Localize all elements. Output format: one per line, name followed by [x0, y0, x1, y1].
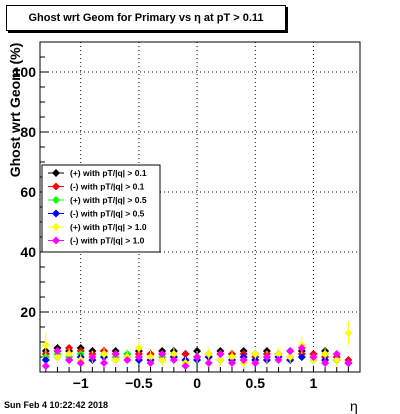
data-point	[228, 359, 236, 367]
data-point	[169, 350, 178, 358]
data-point	[274, 350, 283, 358]
y-tick-label: 60	[20, 184, 36, 200]
data-point	[65, 356, 74, 364]
legend-entry: (+) with pT/|q| > 0.5	[70, 195, 147, 205]
data-point	[239, 356, 248, 364]
data-point	[53, 353, 62, 361]
data-point	[158, 350, 167, 358]
data-point	[134, 353, 143, 361]
y-axis-label: Ghost wrt Geom (%)	[7, 42, 23, 178]
x-tick-label: 1	[310, 375, 318, 391]
data-point	[332, 350, 341, 358]
data-point	[251, 359, 260, 367]
data-point	[262, 353, 271, 361]
chart-title: Ghost wrt Geom for Primary vs η at pT > …	[6, 5, 286, 31]
y-tick-label: 40	[20, 244, 36, 260]
data-point	[158, 356, 167, 364]
x-tick-label: 0	[193, 375, 201, 391]
data-point	[228, 353, 236, 361]
data-point	[181, 362, 190, 370]
x-axis-label: η	[350, 398, 358, 414]
data-point	[321, 350, 330, 358]
data-point	[321, 359, 330, 367]
data-point	[286, 353, 295, 361]
legend-marker	[52, 182, 60, 191]
data-point	[134, 344, 143, 352]
timestamp-footer: Sun Feb 4 10:22:42 2018	[4, 400, 109, 410]
legend-entry: (-) with pT/|q| > 0.1	[70, 182, 145, 192]
data-point	[297, 344, 306, 352]
data-point	[286, 347, 295, 355]
data-point	[76, 359, 85, 367]
data-point	[146, 359, 155, 367]
y-tick-label: 20	[20, 304, 36, 320]
data-point	[41, 356, 50, 364]
data-point	[100, 350, 108, 358]
legend-entry: (+) with pT/|q| > 1.0	[70, 222, 147, 232]
legend-marker	[52, 223, 60, 231]
data-point	[100, 359, 108, 367]
data-point	[146, 353, 155, 361]
data-point	[65, 350, 74, 358]
data-point	[111, 356, 120, 364]
data-point	[204, 359, 213, 367]
x-tick-label: 0.5	[246, 375, 266, 391]
data-point	[111, 350, 120, 358]
data-point	[169, 356, 178, 364]
data-point	[344, 329, 353, 337]
data-point	[274, 356, 283, 364]
y-tick-label: 80	[20, 124, 36, 140]
data-point	[297, 353, 306, 361]
data-point	[216, 356, 225, 364]
data-point	[344, 359, 353, 367]
data-point	[53, 347, 62, 355]
x-tick-label: −1	[73, 375, 89, 391]
legend-marker	[52, 169, 60, 177]
legend-marker	[52, 236, 60, 245]
data-point	[88, 353, 97, 361]
data-point	[193, 353, 202, 361]
legend-box	[41, 164, 161, 253]
data-point	[216, 350, 225, 358]
data-point	[181, 350, 190, 358]
legend-entry: (-) with pT/|q| > 0.5	[70, 209, 145, 219]
x-tick-label: −0.5	[125, 375, 153, 391]
data-point	[41, 341, 50, 349]
data-point	[41, 362, 50, 370]
data-point	[204, 350, 213, 358]
legend-entry: (+) with pT/|q| > 0.1	[70, 168, 147, 178]
data-point	[332, 356, 341, 364]
y-tick-label: 100	[13, 64, 37, 80]
data-point	[251, 350, 260, 358]
data-point	[309, 353, 318, 361]
legend-entry: (-) with pT/|q| > 1.0	[70, 236, 145, 246]
legend-marker	[52, 209, 60, 218]
legend-marker	[52, 196, 60, 204]
data-point	[123, 356, 132, 364]
